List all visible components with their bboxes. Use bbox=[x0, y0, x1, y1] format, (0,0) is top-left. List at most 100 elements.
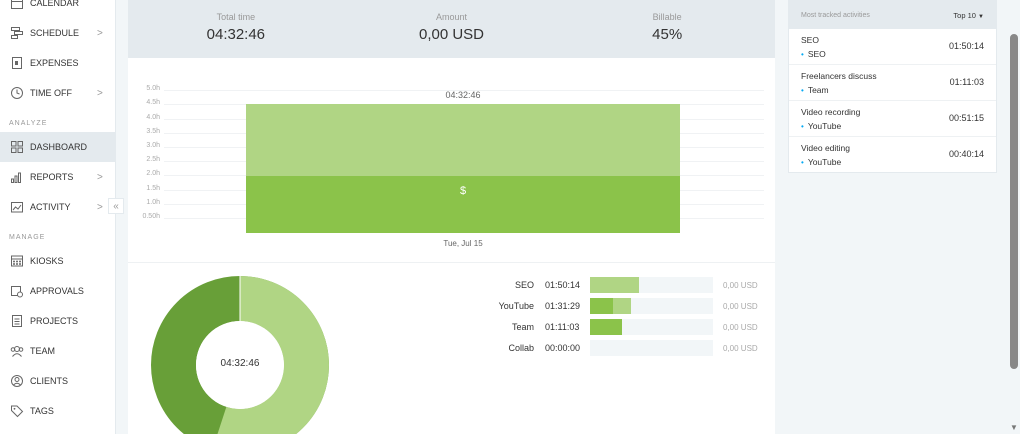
project-time: 01:11:03 bbox=[545, 322, 580, 332]
sidebar-item-activity[interactable]: ACTIVITY > bbox=[0, 192, 116, 222]
project-breakdown: 04:32:46 SEO 01:50:14 0,00 USD YouTube 0… bbox=[128, 263, 775, 434]
panel-title: Most tracked activities bbox=[801, 11, 870, 19]
kiosk-icon bbox=[10, 254, 24, 268]
project-progress-bar bbox=[590, 319, 713, 335]
sidebar-item-time-off[interactable]: TIME OFF > bbox=[0, 78, 116, 108]
summary-amount: Amount 0,00 USD bbox=[344, 0, 560, 58]
y-tick: 1.0h bbox=[146, 199, 160, 206]
chevron-right-icon: > bbox=[97, 201, 103, 213]
sidebar-item-schedule[interactable]: SCHEDULE > bbox=[0, 18, 116, 48]
sidebar-item-kiosks[interactable]: KIOSKS bbox=[0, 246, 116, 276]
activity-item[interactable]: Video editing YouTube 00:40:14 bbox=[789, 137, 996, 173]
sidebar-item-dashboard[interactable]: DASHBOARD bbox=[0, 132, 116, 162]
summary-value: 0,00 USD bbox=[418, 26, 485, 43]
summary-label: Total time bbox=[216, 12, 256, 22]
reports-icon bbox=[10, 170, 24, 184]
activity-duration: 00:40:14 bbox=[948, 149, 984, 159]
summary-label: Billable bbox=[652, 12, 682, 22]
project-amount: 0,00 USD bbox=[723, 301, 758, 311]
sidebar-item-team[interactable]: TEAM bbox=[0, 336, 116, 366]
project-name: Team bbox=[511, 322, 534, 332]
sidebar-item-label: CALENDAR bbox=[30, 0, 80, 8]
project-progress-bar bbox=[590, 277, 713, 293]
daily-bar-chart: 5.0h 4.5h 4.0h 3.5h 3.0h 2.5h 2.0h 1.5h … bbox=[128, 58, 775, 263]
sidebar-item-label: CLIENTS bbox=[30, 376, 69, 386]
project-progress-bar bbox=[590, 340, 713, 356]
calendar-icon bbox=[10, 0, 24, 10]
project-row[interactable]: YouTube 01:31:29 0,00 USD bbox=[488, 298, 773, 314]
activity-duration: 01:50:14 bbox=[948, 41, 984, 51]
billable-segment bbox=[590, 319, 622, 335]
section-label-manage: MANAGE bbox=[9, 234, 46, 241]
chevron-right-icon: > bbox=[97, 87, 103, 99]
sidebar-item-label: ACTIVITY bbox=[30, 202, 71, 212]
sidebar-item-label: TIME OFF bbox=[30, 88, 72, 98]
activity-item[interactable]: SEO SEO 01:50:14 bbox=[789, 29, 996, 65]
top-n-dropdown[interactable]: Top 10 ▼ bbox=[953, 11, 984, 20]
summary-total-time: Total time 04:32:46 bbox=[128, 0, 344, 58]
activity-duration: 01:11:03 bbox=[949, 77, 984, 87]
sidebar-item-projects[interactable]: PROJECTS bbox=[0, 306, 116, 336]
scroll-down-arrow-icon[interactable]: ▼ bbox=[1010, 423, 1018, 432]
sidebar-item-label: TEAM bbox=[30, 346, 56, 356]
summary-value: 04:32:46 bbox=[206, 26, 266, 43]
approvals-icon bbox=[10, 284, 24, 298]
sidebar-item-clients[interactable]: CLIENTS bbox=[0, 366, 116, 396]
project-name: SEO bbox=[514, 280, 534, 290]
sidebar-item-label: SCHEDULE bbox=[30, 28, 80, 38]
activity-item[interactable]: Video recording YouTube 00:51:15 bbox=[789, 101, 996, 137]
activity-project: YouTube bbox=[801, 157, 984, 167]
project-name: YouTube bbox=[498, 301, 534, 311]
activity-item[interactable]: Freelancers discuss Team 01:11:03 bbox=[789, 65, 996, 101]
activity-project: Team bbox=[801, 85, 984, 95]
team-icon bbox=[10, 344, 24, 358]
y-tick: 2.5h bbox=[146, 156, 160, 163]
dollar-icon: $ bbox=[459, 185, 467, 197]
project-time: 00:00:00 bbox=[545, 343, 581, 353]
most-tracked-activities-panel: Most tracked activities Top 10 ▼ SEO SEO… bbox=[788, 0, 997, 173]
summary-value: 45% bbox=[652, 26, 683, 43]
clock-icon bbox=[10, 86, 24, 100]
sidebar-item-label: PROJECTS bbox=[30, 316, 79, 326]
y-tick: 1.5h bbox=[146, 185, 160, 192]
billable-segment bbox=[590, 298, 613, 314]
section-label-analyze: ANALYZE bbox=[9, 120, 48, 127]
non-billable-segment bbox=[590, 277, 639, 293]
project-row[interactable]: Team 01:11:03 0,00 USD bbox=[488, 319, 773, 335]
sidebar: CALENDAR SCHEDULE > EXPENSES TIME OFF > … bbox=[0, 0, 116, 434]
panel-header: Most tracked activities Top 10 ▼ bbox=[789, 1, 996, 29]
y-tick: 0.50h bbox=[142, 213, 160, 220]
x-axis-label: Tue, Jul 15 bbox=[443, 239, 483, 248]
tag-icon bbox=[10, 404, 24, 418]
bar-segment-non-billable[interactable] bbox=[246, 104, 680, 176]
sidebar-item-label: APPROVALS bbox=[30, 286, 84, 296]
project-progress-bar bbox=[590, 298, 713, 314]
project-time: 01:31:29 bbox=[545, 301, 581, 311]
activity-project: SEO bbox=[801, 49, 984, 59]
collapse-sidebar-button[interactable]: « bbox=[108, 198, 124, 214]
sidebar-item-reports[interactable]: REPORTS > bbox=[0, 162, 116, 192]
expenses-icon bbox=[10, 56, 24, 70]
project-time: 01:50:14 bbox=[545, 280, 581, 290]
activity-title: SEO bbox=[801, 35, 819, 45]
summary-label: Amount bbox=[435, 12, 468, 22]
page-scrollbar-thumb[interactable] bbox=[1010, 34, 1018, 369]
sidebar-item-label: KIOSKS bbox=[30, 256, 64, 266]
sidebar-item-approvals[interactable]: APPROVALS bbox=[0, 276, 116, 306]
project-row[interactable]: Collab 00:00:00 0,00 USD bbox=[488, 340, 773, 356]
sidebar-item-tags[interactable]: TAGS bbox=[0, 396, 116, 426]
project-amount: 0,00 USD bbox=[723, 343, 758, 353]
dashboard-main: Total time 04:32:46 Amount 0,00 USD Bill… bbox=[128, 0, 775, 434]
bar-segment-billable[interactable]: $ bbox=[246, 176, 680, 233]
activity-icon bbox=[10, 200, 24, 214]
sidebar-item-calendar[interactable]: CALENDAR bbox=[0, 0, 116, 18]
project-row[interactable]: SEO 01:50:14 0,00 USD bbox=[488, 277, 773, 293]
donut-chart[interactable] bbox=[150, 275, 330, 434]
sidebar-item-expenses[interactable]: EXPENSES bbox=[0, 48, 116, 78]
schedule-icon bbox=[10, 26, 24, 40]
summary-bar: Total time 04:32:46 Amount 0,00 USD Bill… bbox=[128, 0, 775, 58]
caret-down-icon: ▼ bbox=[978, 13, 984, 20]
non-billable-segment bbox=[613, 298, 631, 314]
gridline bbox=[164, 90, 764, 91]
sidebar-item-label: EXPENSES bbox=[30, 58, 79, 68]
